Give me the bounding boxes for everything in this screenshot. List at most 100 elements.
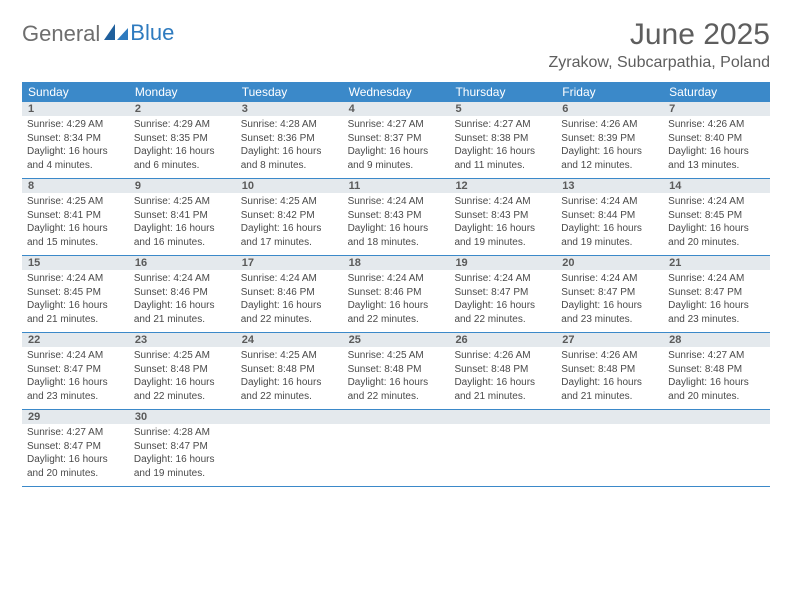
- daylight-text: Daylight: 16 hours and 21 minutes.: [561, 376, 658, 403]
- day-cell: Sunrise: 4:26 AMSunset: 8:48 PMDaylight:…: [449, 347, 556, 409]
- logo: General Blue: [22, 18, 174, 46]
- daylight-text: Daylight: 16 hours and 9 minutes.: [348, 145, 445, 172]
- sunset-text: Sunset: 8:47 PM: [454, 286, 551, 300]
- day-number: 19: [449, 256, 556, 270]
- sunset-text: Sunset: 8:37 PM: [348, 132, 445, 146]
- weekday-header: Wednesday: [343, 82, 450, 102]
- day-cell: Sunrise: 4:24 AMSunset: 8:47 PMDaylight:…: [22, 347, 129, 409]
- daylight-text: Daylight: 16 hours and 6 minutes.: [134, 145, 231, 172]
- day-cell: Sunrise: 4:25 AMSunset: 8:48 PMDaylight:…: [236, 347, 343, 409]
- day-cell: Sunrise: 4:29 AMSunset: 8:34 PMDaylight:…: [22, 116, 129, 178]
- day-number: 1: [22, 102, 129, 116]
- logo-word2: Blue: [130, 22, 174, 44]
- page: General Blue June 2025 Zyrakow, Subcarpa…: [0, 0, 792, 612]
- day-cell: Sunrise: 4:25 AMSunset: 8:41 PMDaylight:…: [129, 193, 236, 255]
- day-number: [663, 410, 770, 424]
- sunrise-text: Sunrise: 4:25 AM: [27, 195, 124, 209]
- day-number: [343, 410, 450, 424]
- calendar: Sunday Monday Tuesday Wednesday Thursday…: [22, 82, 770, 487]
- week-row: Sunrise: 4:29 AMSunset: 8:34 PMDaylight:…: [22, 116, 770, 179]
- weekday-header: Tuesday: [236, 82, 343, 102]
- location: Zyrakow, Subcarpathia, Poland: [549, 54, 770, 72]
- day-cell: Sunrise: 4:24 AMSunset: 8:46 PMDaylight:…: [236, 270, 343, 332]
- day-cell: [343, 424, 450, 486]
- day-number: 16: [129, 256, 236, 270]
- sunset-text: Sunset: 8:35 PM: [134, 132, 231, 146]
- day-cell: Sunrise: 4:25 AMSunset: 8:48 PMDaylight:…: [129, 347, 236, 409]
- sunrise-text: Sunrise: 4:25 AM: [241, 349, 338, 363]
- sunrise-text: Sunrise: 4:24 AM: [134, 272, 231, 286]
- sunset-text: Sunset: 8:47 PM: [27, 440, 124, 454]
- day-number: 11: [343, 179, 450, 193]
- day-cell: Sunrise: 4:27 AMSunset: 8:48 PMDaylight:…: [663, 347, 770, 409]
- weekday-header: Friday: [556, 82, 663, 102]
- day-cell: Sunrise: 4:25 AMSunset: 8:41 PMDaylight:…: [22, 193, 129, 255]
- week-row: Sunrise: 4:24 AMSunset: 8:45 PMDaylight:…: [22, 270, 770, 333]
- sunset-text: Sunset: 8:48 PM: [561, 363, 658, 377]
- page-title: June 2025: [549, 18, 770, 52]
- day-cell: Sunrise: 4:24 AMSunset: 8:43 PMDaylight:…: [343, 193, 450, 255]
- sunrise-text: Sunrise: 4:25 AM: [134, 195, 231, 209]
- day-cell: [556, 424, 663, 486]
- day-cell: Sunrise: 4:24 AMSunset: 8:45 PMDaylight:…: [22, 270, 129, 332]
- sunset-text: Sunset: 8:48 PM: [668, 363, 765, 377]
- sunset-text: Sunset: 8:45 PM: [668, 209, 765, 223]
- day-cell: Sunrise: 4:28 AMSunset: 8:47 PMDaylight:…: [129, 424, 236, 486]
- sunrise-text: Sunrise: 4:26 AM: [454, 349, 551, 363]
- sunrise-text: Sunrise: 4:26 AM: [668, 118, 765, 132]
- daylight-text: Daylight: 16 hours and 19 minutes.: [454, 222, 551, 249]
- daylight-text: Daylight: 16 hours and 21 minutes.: [134, 299, 231, 326]
- sunrise-text: Sunrise: 4:25 AM: [348, 349, 445, 363]
- sunset-text: Sunset: 8:47 PM: [27, 363, 124, 377]
- day-number: 18: [343, 256, 450, 270]
- title-block: June 2025 Zyrakow, Subcarpathia, Poland: [549, 18, 770, 72]
- day-number: 26: [449, 333, 556, 347]
- day-cell: Sunrise: 4:26 AMSunset: 8:39 PMDaylight:…: [556, 116, 663, 178]
- daylight-text: Daylight: 16 hours and 23 minutes.: [561, 299, 658, 326]
- day-number: 14: [663, 179, 770, 193]
- day-number: 6: [556, 102, 663, 116]
- sunrise-text: Sunrise: 4:26 AM: [561, 118, 658, 132]
- day-number: 12: [449, 179, 556, 193]
- sunset-text: Sunset: 8:47 PM: [134, 440, 231, 454]
- daylight-text: Daylight: 16 hours and 22 minutes.: [348, 299, 445, 326]
- sunset-text: Sunset: 8:46 PM: [348, 286, 445, 300]
- daynum-row: 1234567: [22, 102, 770, 116]
- daynum-row: 2930: [22, 410, 770, 424]
- daylight-text: Daylight: 16 hours and 12 minutes.: [561, 145, 658, 172]
- sunset-text: Sunset: 8:45 PM: [27, 286, 124, 300]
- weekday-header: Thursday: [449, 82, 556, 102]
- day-cell: [236, 424, 343, 486]
- day-cell: Sunrise: 4:24 AMSunset: 8:45 PMDaylight:…: [663, 193, 770, 255]
- day-cell: Sunrise: 4:25 AMSunset: 8:42 PMDaylight:…: [236, 193, 343, 255]
- sunrise-text: Sunrise: 4:24 AM: [348, 272, 445, 286]
- day-number: 25: [343, 333, 450, 347]
- weekday-header: Monday: [129, 82, 236, 102]
- sunset-text: Sunset: 8:48 PM: [241, 363, 338, 377]
- sunrise-text: Sunrise: 4:24 AM: [27, 349, 124, 363]
- daylight-text: Daylight: 16 hours and 16 minutes.: [134, 222, 231, 249]
- daylight-text: Daylight: 16 hours and 8 minutes.: [241, 145, 338, 172]
- sunset-text: Sunset: 8:34 PM: [27, 132, 124, 146]
- sunset-text: Sunset: 8:46 PM: [134, 286, 231, 300]
- weekday-header: Sunday: [22, 82, 129, 102]
- day-cell: Sunrise: 4:29 AMSunset: 8:35 PMDaylight:…: [129, 116, 236, 178]
- day-number: 7: [663, 102, 770, 116]
- day-number: 24: [236, 333, 343, 347]
- sunset-text: Sunset: 8:47 PM: [668, 286, 765, 300]
- day-number: 3: [236, 102, 343, 116]
- sunrise-text: Sunrise: 4:29 AM: [134, 118, 231, 132]
- day-cell: Sunrise: 4:24 AMSunset: 8:46 PMDaylight:…: [343, 270, 450, 332]
- sunset-text: Sunset: 8:38 PM: [454, 132, 551, 146]
- day-cell: Sunrise: 4:25 AMSunset: 8:48 PMDaylight:…: [343, 347, 450, 409]
- sunrise-text: Sunrise: 4:24 AM: [27, 272, 124, 286]
- sunset-text: Sunset: 8:44 PM: [561, 209, 658, 223]
- day-number: [236, 410, 343, 424]
- weekday-header-row: Sunday Monday Tuesday Wednesday Thursday…: [22, 82, 770, 102]
- daylight-text: Daylight: 16 hours and 15 minutes.: [27, 222, 124, 249]
- day-number: 10: [236, 179, 343, 193]
- daylight-text: Daylight: 16 hours and 22 minutes.: [454, 299, 551, 326]
- daylight-text: Daylight: 16 hours and 4 minutes.: [27, 145, 124, 172]
- daylight-text: Daylight: 16 hours and 22 minutes.: [241, 376, 338, 403]
- day-cell: Sunrise: 4:24 AMSunset: 8:44 PMDaylight:…: [556, 193, 663, 255]
